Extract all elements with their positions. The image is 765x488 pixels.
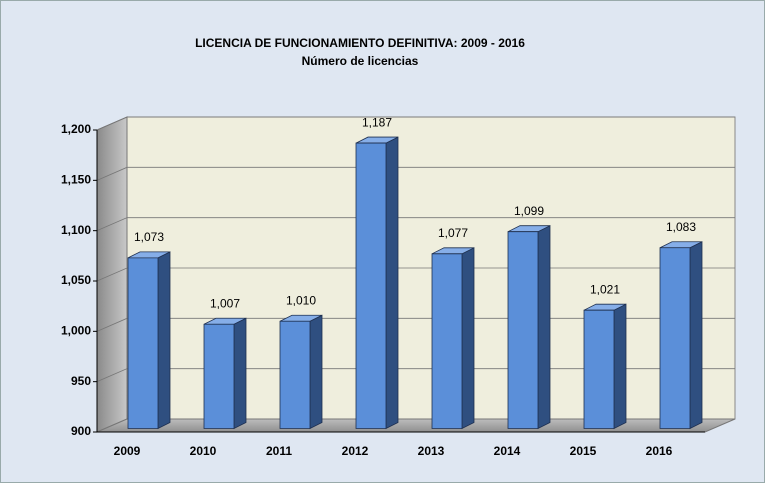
value-label: 1,073	[134, 230, 164, 244]
y-tick-label: 1,100	[61, 223, 91, 237]
value-label: 1,021	[590, 282, 620, 296]
y-tick-label: 900	[71, 424, 91, 438]
x-tick-label: 2014	[494, 444, 521, 458]
x-tick-label: 2012	[342, 444, 369, 458]
y-tick-label: 1,000	[61, 324, 91, 338]
grid-line	[96, 166, 735, 181]
x-tick-label: 2010	[190, 444, 217, 458]
x-tick-label: 2015	[570, 444, 597, 458]
x-tick-label: 2013	[418, 444, 445, 458]
chart-title: LICENCIA DE FUNCIONAMIENTO DEFINITIVA: 2…	[195, 36, 525, 50]
y-tick-label: 1,050	[61, 273, 91, 287]
bar	[127, 251, 171, 430]
value-label: 1,187	[362, 115, 392, 129]
x-tick-label: 2009	[114, 444, 141, 458]
bar	[279, 314, 323, 430]
grid-line	[96, 217, 735, 232]
bar	[431, 247, 475, 430]
chart-subtitle: Número de licencias	[302, 54, 419, 68]
x-tick-label: 2016	[646, 444, 673, 458]
floor	[96, 418, 736, 433]
bar	[203, 317, 247, 430]
bar	[583, 303, 627, 430]
grid-line	[96, 116, 735, 131]
value-label: 1,083	[666, 220, 696, 234]
bar	[659, 241, 703, 430]
value-label: 1,007	[210, 296, 240, 310]
x-tick-label: 2011	[266, 444, 292, 458]
y-tick-label: 950	[71, 374, 91, 388]
bar	[355, 136, 399, 430]
bar	[507, 225, 551, 430]
value-label: 1,077	[438, 226, 468, 240]
y-tick-label: 1,200	[61, 122, 91, 136]
value-label: 1,099	[514, 204, 544, 218]
value-label: 1,010	[286, 293, 316, 307]
y-tick-label: 1,150	[61, 173, 91, 187]
